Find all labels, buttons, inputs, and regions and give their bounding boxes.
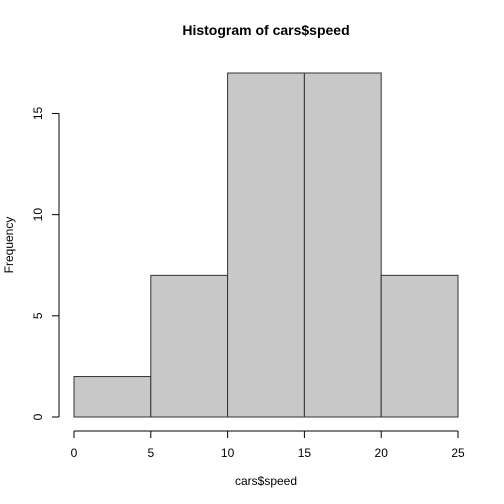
x-tick-label-0: 0 xyxy=(71,446,78,460)
y-axis-label: Frequency xyxy=(2,217,16,274)
histogram-bar-1 xyxy=(150,274,229,418)
y-tick-label-3: 15 xyxy=(31,106,45,120)
y-tick-label-2: 10 xyxy=(31,208,45,222)
histogram-bar-2 xyxy=(227,72,305,418)
x-axis-label: cars$speed xyxy=(235,474,297,488)
y-tick-label-1: 5 xyxy=(31,312,45,319)
bars-group xyxy=(73,72,459,418)
histogram-bar-0 xyxy=(73,376,152,418)
x-tick-label-1: 5 xyxy=(147,446,154,460)
y-axis: 0 5 10 15 xyxy=(31,106,60,420)
x-tick-label-5: 25 xyxy=(451,446,465,460)
y-tick-label-0: 0 xyxy=(31,413,45,420)
x-axis: 0 5 10 15 20 25 xyxy=(71,430,465,460)
x-tick-label-4: 20 xyxy=(375,446,389,460)
x-tick-label-2: 10 xyxy=(221,446,235,460)
chart-title: Histogram of cars$speed xyxy=(182,22,349,38)
x-tick-label-3: 15 xyxy=(298,446,312,460)
histogram-bar-4 xyxy=(380,274,459,418)
histogram-bar-3 xyxy=(303,72,382,418)
